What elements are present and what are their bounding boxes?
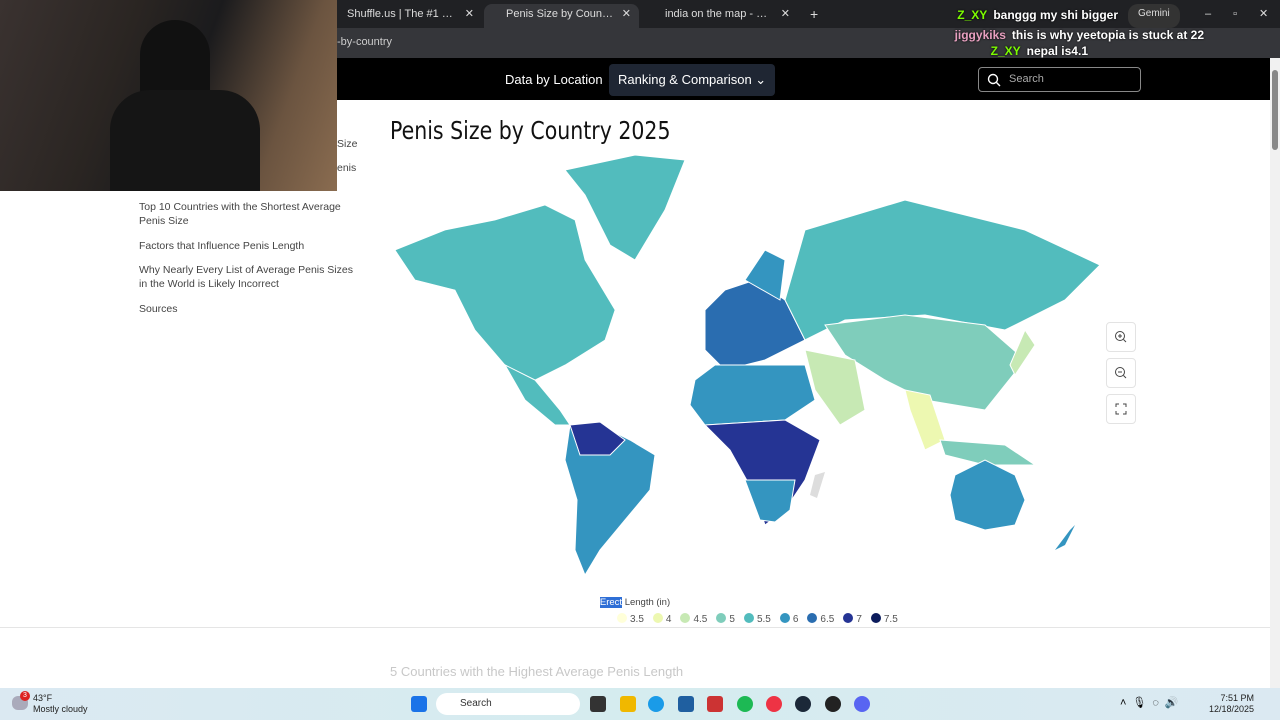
zoom-out-icon [1115, 367, 1127, 379]
scrollbar-thumb[interactable] [1272, 70, 1278, 150]
legend-item[interactable]: 7.5 [870, 613, 898, 625]
file-explorer-icon[interactable] [620, 696, 636, 712]
chat-message: Z_XY banggg my shi bigger [957, 8, 1118, 22]
legend-swatch [779, 613, 790, 623]
data-by-location-menu[interactable]: Data by Location ⌄ [505, 72, 617, 87]
toc-item[interactable]: Top 10 Countries with the Shortest Avera… [139, 201, 341, 227]
toc-item[interactable]: Why Nearly Every List of Average Penis S… [139, 264, 353, 290]
legend-label: 7.5 [883, 614, 898, 625]
legend-label: 3.5 [630, 614, 644, 625]
legend-swatch [617, 613, 627, 623]
windows-start-icon[interactable] [411, 696, 427, 712]
toc-item[interactable]: Sources [139, 303, 178, 315]
toc-item-partial[interactable]: Size [337, 138, 358, 150]
taskbar: 3 43°F Mostly cloudy Search ˄🎙◌🔊 7:51 PM 1… [0, 688, 1280, 720]
region-scandinavia [744, 249, 786, 301]
region-africa-south [744, 479, 796, 523]
region-russia-asia [784, 199, 1101, 341]
legend-swatch [843, 613, 854, 623]
gemini-button[interactable]: Gemini [1128, 4, 1180, 28]
zoom-in-icon [1115, 331, 1127, 343]
system-tray-icons[interactable]: ˄🎙◌🔊 [1120, 697, 1185, 709]
divider [0, 627, 1270, 628]
nba-icon[interactable] [707, 696, 723, 712]
taskbar-search[interactable]: Search [436, 693, 580, 715]
region-new-zealand [1055, 525, 1075, 550]
section-heading: 5 Countries with the Highest Average Pen… [390, 664, 684, 679]
legend-swatch [652, 613, 663, 623]
region-southeast-asia [904, 389, 946, 451]
legend-item[interactable]: 5 [716, 613, 735, 625]
legend-swatch [680, 613, 691, 623]
new-tab-button[interactable]: + [810, 6, 819, 22]
fullscreen-button[interactable] [1106, 394, 1136, 424]
store-icon[interactable] [678, 696, 694, 712]
toc-item[interactable]: Factors that Influence Penis Length [139, 240, 305, 252]
zoom-in-button[interactable] [1106, 322, 1136, 352]
tab-penis-size[interactable]: Penis Size by Country 2025✕ [484, 4, 639, 28]
close-tab-icon[interactable]: ✕ [780, 8, 790, 20]
legend-swatch [870, 613, 881, 623]
region-japan [1009, 328, 1036, 376]
legend-title: Erect Length (in) [599, 597, 671, 608]
clock[interactable]: 7:51 PM 12/18/2025 [1208, 693, 1254, 714]
legend-item[interactable]: 4.5 [680, 613, 707, 625]
chat-message: Z_XY nepal is4.1 [990, 44, 1088, 58]
region-central-asia [824, 314, 1026, 411]
region-middle-east [804, 349, 866, 426]
notification-badge: 3 [20, 691, 30, 701]
region-north-america [394, 204, 616, 381]
weather-widget[interactable]: 43°F Mostly cloudy [33, 693, 88, 714]
webcam-overlay [0, 0, 337, 191]
legend-swatch [807, 613, 818, 623]
legend-label: 4.5 [693, 614, 708, 625]
zoom-out-button[interactable] [1106, 358, 1136, 388]
window-controls[interactable]: –▫✕ [1205, 8, 1268, 20]
region-australia [949, 459, 1026, 531]
expand-icon [1115, 403, 1127, 415]
spotify-icon[interactable] [737, 696, 753, 712]
search-input[interactable]: Search [978, 67, 1141, 92]
legend-item[interactable]: 4 [652, 613, 672, 625]
discord-icon[interactable] [854, 696, 870, 712]
task-view-icon[interactable] [590, 696, 606, 712]
page-title: Penis Size by Country 2025 [390, 116, 671, 145]
edge-icon[interactable] [648, 696, 664, 712]
close-tab-icon[interactable]: ✕ [464, 8, 474, 20]
region-indonesia [939, 439, 1037, 466]
region-south-america [564, 424, 656, 577]
legend-label: 7 [856, 614, 862, 625]
legend-label: 5 [729, 614, 735, 625]
legend-item[interactable]: 5.5 [743, 613, 771, 625]
legend-swatch [716, 613, 727, 623]
chrome-icon[interactable] [766, 696, 782, 712]
region-africa-north [689, 364, 816, 426]
region-greenland [564, 154, 686, 261]
legend-item[interactable]: 6 [779, 613, 799, 625]
legend-swatch [743, 613, 754, 623]
tab-google[interactable]: india on the map - Google Sear✕ [643, 4, 798, 28]
legend-label: 6 [792, 614, 799, 625]
region-south-america-north [569, 421, 626, 456]
legend-label: 4 [665, 614, 672, 625]
close-tab-icon[interactable]: ✕ [621, 8, 631, 20]
legend-item[interactable]: 6.5 [807, 613, 834, 625]
tab-shuffle[interactable]: Shuffle.us | The #1 Free to Play✕ [337, 4, 482, 28]
toc-item-partial[interactable]: enis [337, 162, 357, 174]
search-icon [987, 73, 1001, 87]
chat-message: jiggykiks this is why yeetopia is stuck a… [954, 28, 1204, 42]
legend-item[interactable]: 7 [843, 613, 862, 625]
region-madagascar [810, 472, 825, 498]
ranking-comparison-menu[interactable]: Ranking & Comparison ⌄ [609, 64, 776, 96]
app-icon[interactable] [825, 696, 841, 712]
scrollbar[interactable] [1270, 58, 1280, 688]
steam-icon[interactable] [795, 696, 811, 712]
legend-label: 5.5 [756, 614, 771, 625]
world-map[interactable] [385, 150, 1115, 590]
legend: 3.5 4 4.5 5 5.5 6 6.5 7 7.5 [617, 613, 898, 625]
webcam-person [140, 20, 210, 100]
legend-item[interactable]: 3.5 [617, 613, 644, 625]
legend-label: 6.5 [820, 614, 835, 625]
